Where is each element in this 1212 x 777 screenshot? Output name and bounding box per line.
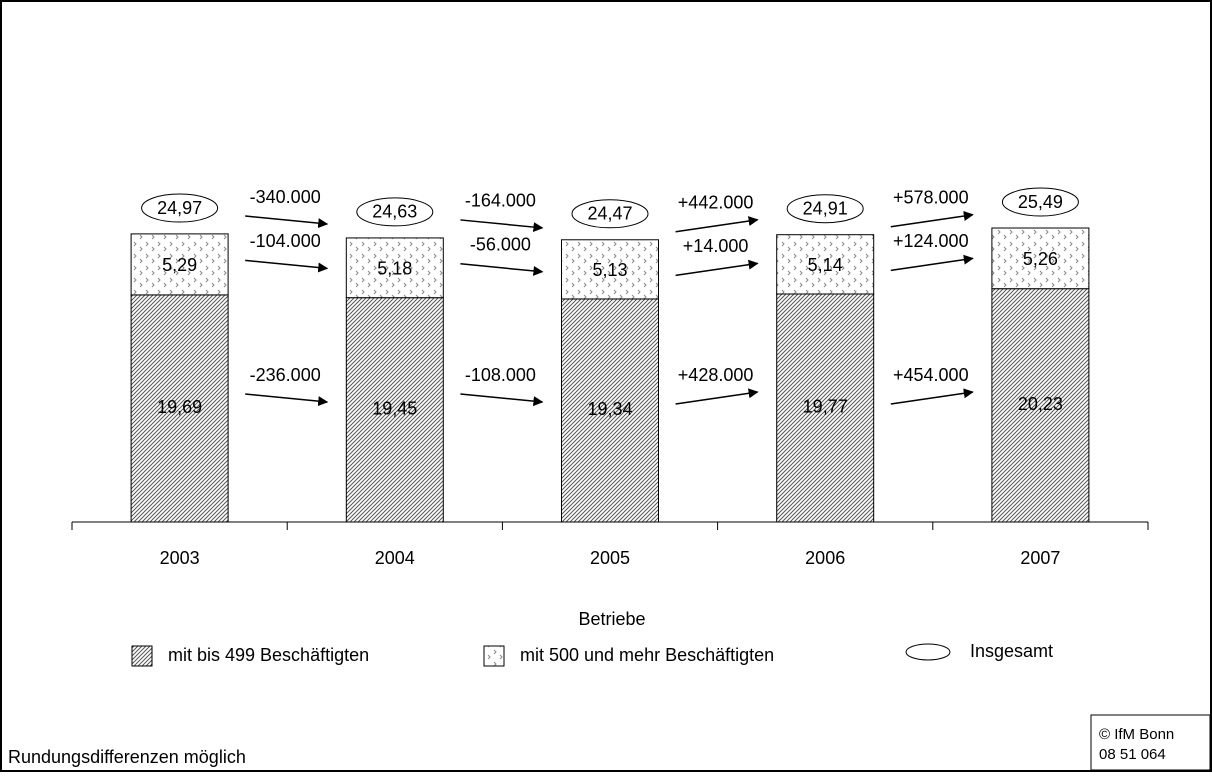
total-ellipse xyxy=(141,193,219,223)
change-arrow xyxy=(890,211,974,228)
change-label: -340.000 xyxy=(250,187,321,207)
data-label: 5,13 xyxy=(592,260,627,280)
change-arrow xyxy=(675,388,759,405)
legend-label: Insgesamt xyxy=(970,641,1053,661)
legend-swatch xyxy=(131,645,153,667)
x-tick-label: 2004 xyxy=(375,548,415,568)
bar-segment xyxy=(776,234,875,295)
change-arrow xyxy=(460,393,544,407)
total-label: 24,63 xyxy=(372,202,417,222)
change-label: +454.000 xyxy=(893,365,969,385)
change-label: +124.000 xyxy=(893,231,969,251)
legend-label: mit bis 499 Beschäftigten xyxy=(168,645,369,665)
x-tick-label: 2006 xyxy=(805,548,845,568)
data-label: 5,26 xyxy=(1023,249,1058,269)
bar-segment xyxy=(776,293,875,523)
bar-segment xyxy=(130,294,229,523)
data-label: 5,18 xyxy=(377,259,412,279)
x-tick-label: 2005 xyxy=(590,548,630,568)
total-label: 24,47 xyxy=(587,204,632,224)
bar-segment xyxy=(991,288,1090,523)
change-arrow xyxy=(890,254,974,272)
legend-swatch xyxy=(905,643,951,661)
data-label: 5,29 xyxy=(162,255,197,275)
change-arrow xyxy=(245,259,329,273)
change-arrow xyxy=(245,215,329,229)
data-label: 20,23 xyxy=(1018,394,1063,414)
change-label: -164.000 xyxy=(465,191,536,211)
change-arrow xyxy=(890,388,974,405)
data-label: 19,45 xyxy=(372,399,417,419)
source: © IfM Bonn xyxy=(1099,726,1174,743)
x-tick-label: 2003 xyxy=(160,548,200,568)
x-tick-label: 2007 xyxy=(1020,548,1060,568)
data-label: 19,34 xyxy=(587,399,632,419)
change-arrow xyxy=(460,263,544,276)
total-ellipse xyxy=(1001,187,1079,217)
bar-segment xyxy=(561,298,659,523)
source-box xyxy=(1090,714,1211,771)
source: 08 51 064 xyxy=(1099,746,1166,763)
total-label: 24,91 xyxy=(803,198,848,218)
change-label: +442.000 xyxy=(678,193,754,213)
total-label: 25,49 xyxy=(1018,192,1063,212)
change-label: -104.000 xyxy=(250,231,321,251)
bar-segment xyxy=(991,227,1090,290)
change-label: -108.000 xyxy=(465,365,536,385)
data-label: 5,14 xyxy=(808,255,843,275)
bar-segment xyxy=(345,297,444,523)
footnote: Rundungsdifferenzen möglich xyxy=(8,747,246,767)
bar-segment xyxy=(345,237,444,299)
change-label: -56.000 xyxy=(470,235,531,255)
change-arrow xyxy=(245,393,329,407)
legend-swatch xyxy=(483,645,505,667)
total-ellipse xyxy=(786,194,864,224)
bar-segment xyxy=(561,239,659,300)
data-label: 19,69 xyxy=(157,397,202,417)
change-label: -236.000 xyxy=(250,365,321,385)
legend-title: Betriebe xyxy=(578,609,645,629)
data-label: 19,77 xyxy=(803,397,848,417)
legend-label: mit 500 und mehr Beschäftigten xyxy=(520,645,774,665)
change-arrow xyxy=(675,259,759,277)
change-label: +428.000 xyxy=(678,365,754,385)
change-label: +14.000 xyxy=(683,236,749,256)
total-label: 24,97 xyxy=(157,198,202,218)
change-arrow xyxy=(460,219,544,233)
total-ellipse xyxy=(571,199,649,229)
change-label: +578.000 xyxy=(893,187,969,207)
change-arrow xyxy=(675,216,759,233)
total-ellipse xyxy=(356,197,434,227)
bar-segment xyxy=(130,233,229,296)
